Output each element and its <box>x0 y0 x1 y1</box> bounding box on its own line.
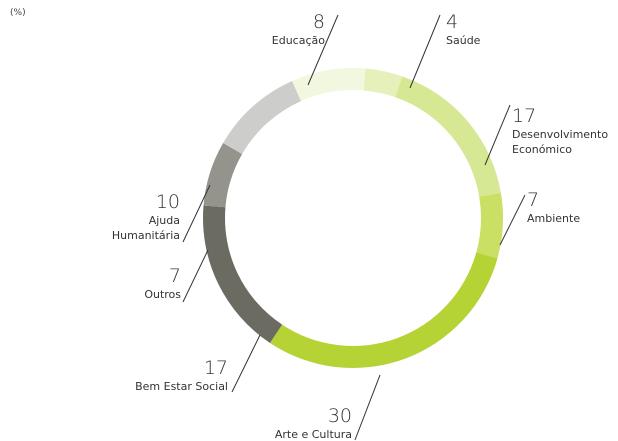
category-label: Arte e Cultura <box>274 428 352 441</box>
value-label: 30 <box>327 405 352 427</box>
donut-segment <box>203 205 283 343</box>
category-label: Ambiente <box>527 212 581 225</box>
leader-line <box>307 14 339 86</box>
donut-segment <box>291 68 366 102</box>
category-label: Outros <box>144 288 181 301</box>
category-label: Bem Estar Social <box>135 380 228 393</box>
donut-segment <box>363 68 403 98</box>
value-label: 17 <box>203 357 228 379</box>
value-label: 7 <box>527 189 540 211</box>
value-label: 10 <box>155 191 180 213</box>
leader-line <box>354 374 381 441</box>
donut-segment <box>395 76 501 197</box>
leader-line <box>484 104 511 166</box>
value-label: 4 <box>446 11 459 33</box>
value-label: 7 <box>168 265 181 287</box>
leader-line <box>182 184 211 243</box>
leader-line <box>182 249 209 303</box>
donut-segment <box>223 80 301 154</box>
unit-label: (%) <box>10 8 26 18</box>
category-label: Ajuda Humanitária <box>111 214 180 242</box>
value-label: 8 <box>312 11 325 33</box>
category-label: Saúde <box>446 34 481 47</box>
leader-line <box>231 334 261 393</box>
donut-segment <box>203 143 243 208</box>
leader-line <box>499 194 526 246</box>
leader-line <box>409 14 441 89</box>
category-label: Desenvolvimento Económico <box>512 128 609 156</box>
category-label: Educação <box>271 34 325 47</box>
value-label: 17 <box>512 105 537 127</box>
donut-segment <box>269 252 498 368</box>
donut-segment <box>476 192 504 259</box>
